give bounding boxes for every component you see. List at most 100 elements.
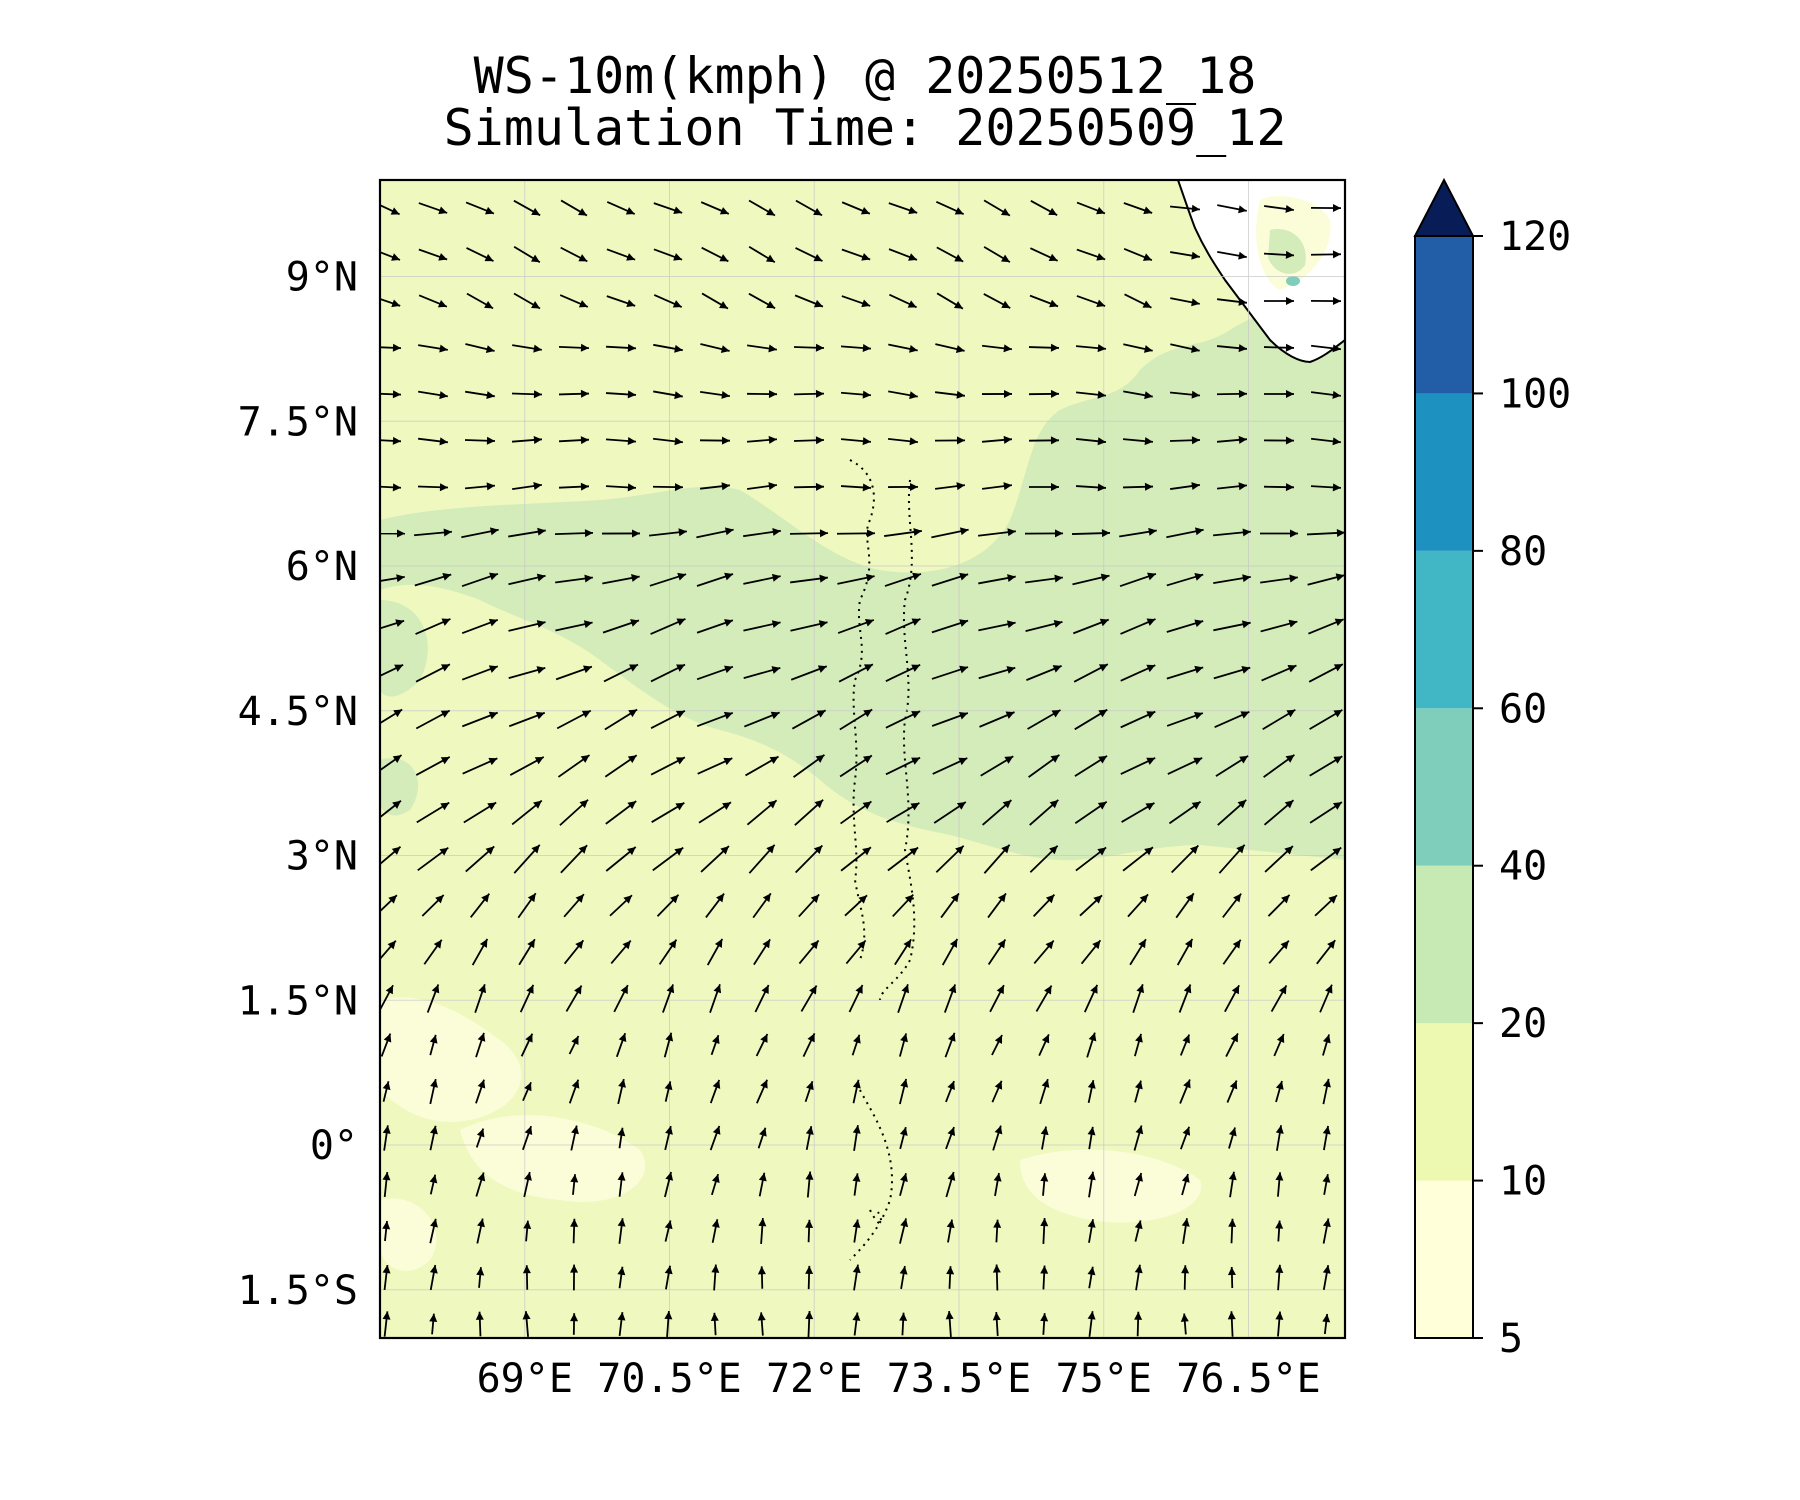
- wind-vector-arrow: [936, 292, 964, 310]
- wind-vector-arrow: [1083, 984, 1099, 1013]
- wind-vector-arrow: [1027, 709, 1061, 730]
- wind-vector-arrow: [1322, 1078, 1331, 1105]
- wind-vector-arrow: [697, 757, 733, 775]
- wind-vector-arrow: [1121, 802, 1155, 823]
- wind-vector-arrow: [805, 1310, 814, 1338]
- wind-vector-arrow: [461, 527, 499, 539]
- wind-vector-arrow: [1217, 204, 1247, 214]
- wind-vector-arrow: [752, 892, 772, 919]
- wind-vector-arrow: [886, 802, 920, 823]
- wind-vector-arrow: [1039, 1078, 1050, 1105]
- wind-vector-arrow: [652, 483, 684, 492]
- wind-vector-arrow: [1308, 618, 1344, 635]
- colorbar-tick-label: 10: [1499, 1159, 1547, 1205]
- wind-vector-arrow: [1076, 248, 1106, 261]
- wind-vector-arrow: [931, 665, 969, 680]
- wind-vector-arrow: [1181, 1173, 1190, 1196]
- lat-tick-label: 6°N: [286, 544, 358, 590]
- wind-vector-arrow: [793, 436, 825, 445]
- wind-vector-arrow: [943, 984, 957, 1013]
- wind-vector-arrow: [991, 1080, 1003, 1103]
- wind-vector-arrow: [793, 389, 825, 398]
- wind-vector-arrow: [1035, 985, 1053, 1012]
- wind-vector-arrow: [1213, 620, 1251, 632]
- lat-tick-label: 0°: [310, 1123, 358, 1169]
- wind-vector-arrow: [983, 246, 1011, 263]
- wind-vector-arrow: [429, 1218, 438, 1244]
- wind-vector-arrow: [558, 436, 590, 445]
- wind-vector-arrow: [885, 710, 921, 729]
- wind-vector-arrow: [897, 984, 910, 1013]
- wind-vector-arrow: [1026, 665, 1062, 681]
- wind-vector-arrow: [743, 573, 781, 585]
- wind-vector-arrow: [1322, 1265, 1331, 1290]
- wind-vector-arrow: [522, 1125, 533, 1151]
- wind-vector-arrow: [794, 294, 824, 308]
- wind-vector-arrow: [1075, 344, 1107, 353]
- wind-vector-arrow: [852, 1173, 861, 1196]
- wind-vector-arrow: [798, 893, 820, 918]
- wind-vector-arrow: [1217, 250, 1247, 260]
- wind-vector-arrow: [568, 1035, 580, 1055]
- wind-vector-arrow: [1322, 1174, 1331, 1195]
- wind-vector-arrow: [604, 708, 638, 731]
- wind-vector-arrow: [570, 1125, 579, 1151]
- wind-vector-arrow: [1308, 663, 1344, 683]
- wind-vector-arrow: [935, 482, 965, 491]
- wind-vector-arrow: [382, 1311, 391, 1337]
- wind-vector-arrow: [558, 343, 590, 352]
- wind-vector-arrow: [1166, 619, 1204, 633]
- longitude-axis: 69°E 70.5°E 72°E 73.5°E 75°E 76.5°E: [477, 1356, 1321, 1402]
- wind-vector-arrow: [1213, 666, 1251, 680]
- wind-vector-arrow: [653, 294, 683, 308]
- wind-vector-arrow: [429, 1034, 438, 1056]
- wind-vector-arrow: [746, 390, 778, 399]
- wind-vector-arrow: [523, 1220, 532, 1242]
- wind-vector-arrow: [840, 846, 872, 872]
- wind-vector-arrow: [555, 620, 593, 632]
- wind-vector-arrow: [1166, 712, 1204, 727]
- wind-vector-arrow: [380, 483, 402, 492]
- lon-tick-label: 70.5°E: [597, 1356, 742, 1402]
- wind-vector-arrow: [711, 1173, 720, 1196]
- wind-vector-arrow: [885, 756, 921, 776]
- wind-vector-arrow: [1309, 709, 1343, 730]
- wind-vector-arrow: [605, 343, 637, 352]
- wind-vector-arrow: [1322, 1218, 1331, 1244]
- wind-vector-arrow: [1087, 1079, 1096, 1104]
- wind-vector-arrow: [664, 1081, 673, 1102]
- wind-vector-arrow: [989, 984, 1005, 1013]
- wind-vector-arrow: [1181, 1265, 1190, 1290]
- wind-vector-arrow: [1133, 1125, 1144, 1151]
- wind-vector-arrow: [1123, 343, 1153, 353]
- wind-vector-arrow: [380, 204, 400, 216]
- wind-vector-arrow: [1072, 618, 1110, 635]
- wind-vector-arrow: [934, 436, 966, 445]
- wind-vector-arrow: [802, 1032, 816, 1058]
- wind-vector-arrow: [470, 893, 490, 918]
- wind-vector-arrow: [1224, 984, 1240, 1013]
- wind-vector-arrow: [840, 800, 872, 825]
- wind-vector-arrow: [415, 618, 451, 635]
- wind-vector-arrow: [461, 711, 499, 728]
- wind-vector-arrow: [652, 437, 684, 446]
- wind-vector-arrow: [711, 1219, 720, 1243]
- wind-vector-arrow: [748, 292, 776, 310]
- wind-vector-arrow: [1120, 618, 1156, 635]
- wind-vector-arrow: [1316, 939, 1336, 965]
- moderate-speed-band: [380, 758, 419, 816]
- wind-vector-arrow: [1134, 1264, 1143, 1291]
- wind-vector-arrow: [556, 709, 592, 730]
- wind-vector-arrow: [476, 1218, 485, 1244]
- wind-vector-arrow: [1166, 665, 1204, 680]
- wind-vector-arrow: [563, 893, 585, 918]
- wind-vector-arrow: [1310, 204, 1342, 213]
- wind-vector-arrow: [1075, 846, 1107, 872]
- wind-vector-arrow: [606, 201, 636, 215]
- colorbar-segment: [1415, 1180, 1473, 1338]
- wind-vector-arrow: [838, 663, 874, 683]
- wind-vector-arrow: [656, 894, 680, 917]
- wind-vector-arrow: [1170, 844, 1200, 874]
- wind-vector-arrow: [1228, 1171, 1237, 1198]
